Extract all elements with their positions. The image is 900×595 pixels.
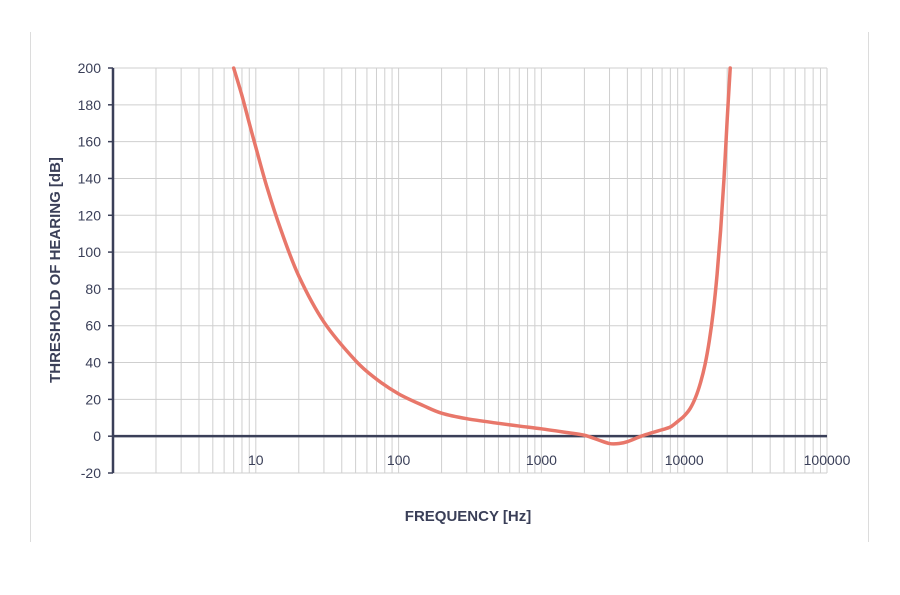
threshold-curve (231, 66, 732, 446)
x-tick-label: 100 (387, 452, 411, 468)
y-tick-labels: -20 0 20 40 60 80 100 120 140 160 180 200 (78, 60, 102, 481)
x-tick-label: 10 (248, 452, 264, 468)
y-tick-label: 120 (78, 207, 102, 223)
grid (113, 67, 828, 474)
x-tick-label: 10000 (665, 452, 704, 468)
x-tick-labels: 10 100 1000 10000 100000 (248, 452, 851, 468)
y-tick-label: 0 (93, 428, 101, 444)
y-tick-label: 20 (85, 391, 101, 407)
y-tick-label: 200 (78, 60, 102, 76)
x-tick-label: 1000 (526, 452, 557, 468)
y-tick-label: -20 (81, 465, 101, 481)
y-tick-label: 180 (78, 97, 102, 113)
left-frame-rule (30, 32, 31, 542)
y-tick-label: 80 (85, 281, 101, 297)
axes (108, 67, 827, 474)
right-frame-rule (868, 32, 869, 542)
y-axis-title: THRESHOLD OF HEARING [dB] (47, 157, 64, 383)
x-tick-label: 100000 (804, 452, 851, 468)
x-axis-title: FREQUENCY [Hz] (405, 508, 531, 525)
y-tick-label: 140 (78, 170, 102, 186)
y-tick-label: 40 (85, 355, 101, 371)
y-tick-label: 100 (78, 244, 102, 260)
series-layer (231, 66, 732, 446)
y-tick-label: 60 (85, 318, 101, 334)
y-tick-label: 160 (78, 134, 102, 150)
